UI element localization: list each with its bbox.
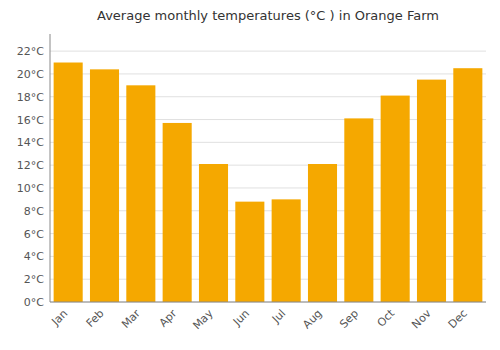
x-axis	[50, 302, 486, 303]
bar	[272, 199, 301, 302]
x-tick-label: Jul	[269, 307, 288, 326]
bar	[235, 202, 264, 302]
bar	[344, 118, 373, 302]
title: Average monthly temperatures (°C ) in Or…	[97, 8, 439, 23]
y-tick-label: 8°C	[24, 205, 44, 218]
bar	[54, 63, 83, 302]
y-tick-label: 14°C	[17, 136, 44, 149]
x-tick-label: Mar	[119, 307, 143, 331]
y-tick-label: 12°C	[17, 159, 44, 172]
x-tick-label: Dec	[446, 307, 470, 331]
x-tick-label: Feb	[84, 307, 107, 330]
y-axis	[50, 34, 51, 302]
y-tick-label: 0°C	[24, 296, 44, 309]
x-tick-label: Sep	[337, 307, 361, 331]
bar	[199, 164, 228, 302]
bars	[54, 63, 483, 302]
y-tick-label: 6°C	[24, 228, 44, 241]
y-tick-label: 10°C	[17, 182, 44, 195]
chart: Average monthly temperatures (°C ) in Or…	[0, 0, 500, 350]
y-tick-label: 20°C	[17, 68, 44, 81]
x-tick-label: Apr	[157, 307, 180, 330]
bar	[163, 123, 192, 302]
x-tick-label: May	[190, 307, 216, 333]
bar	[126, 85, 155, 302]
x-tick-label: Nov	[409, 307, 434, 332]
y-tick-label: 16°C	[17, 114, 44, 127]
bar	[417, 80, 446, 302]
grid-line	[50, 302, 486, 303]
y-tick-label: 4°C	[24, 250, 44, 263]
x-tick-label: Jan	[48, 307, 70, 329]
y-tick-label: 22°C	[17, 45, 44, 58]
y-tick-label: 18°C	[17, 91, 44, 104]
grid-line	[50, 51, 486, 52]
bar	[453, 68, 482, 302]
x-tick-label: Jun	[230, 307, 252, 329]
bar	[90, 69, 119, 302]
x-tick-label: Aug	[300, 307, 324, 331]
bar	[308, 164, 337, 302]
y-tick-label: 2°C	[24, 273, 44, 286]
x-tick-label: Oct	[375, 306, 398, 329]
bar	[381, 96, 410, 302]
